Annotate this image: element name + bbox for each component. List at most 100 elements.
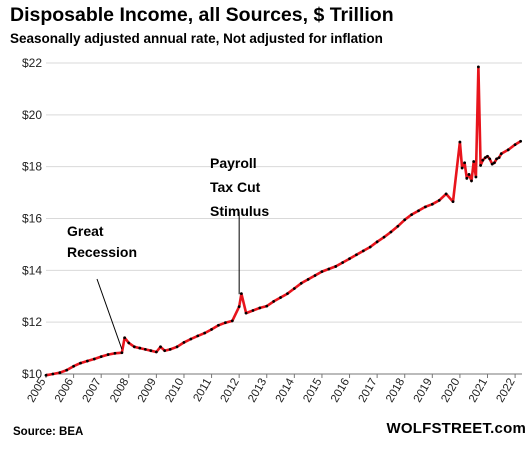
annotation-pointer: [96, 278, 123, 350]
data-point: [292, 287, 296, 290]
y-tick-label: $20: [22, 108, 42, 122]
data-point: [85, 359, 89, 363]
x-tick-label: 2011: [191, 377, 214, 404]
x-tick-label: 2013: [246, 377, 269, 405]
data-point: [299, 281, 303, 285]
data-point: [327, 267, 331, 271]
data-point: [437, 198, 441, 202]
annotation-payroll-tax-cut: Stimulus: [210, 203, 269, 219]
y-tick-label: $16: [22, 212, 42, 226]
y-tick-label: $22: [22, 56, 42, 70]
data-point: [472, 160, 476, 163]
data-point: [348, 257, 351, 261]
data-point: [44, 373, 48, 377]
data-point: [251, 309, 255, 312]
data-point: [230, 319, 234, 323]
x-tick-label: 2009: [136, 377, 159, 405]
data-point: [154, 350, 158, 354]
data-point: [58, 371, 62, 375]
data-point: [244, 311, 248, 315]
brand-watermark: WOLFSTREET.com: [386, 420, 526, 437]
y-tick-label: $10: [22, 367, 42, 381]
data-point: [460, 166, 464, 170]
data-point: [382, 235, 386, 239]
y-tick-label: $18: [22, 160, 42, 174]
x-tick-label: 2019: [412, 377, 435, 405]
data-point: [79, 361, 82, 365]
x-tick-label: 2008: [108, 377, 131, 405]
x-tick-label: 2017: [357, 377, 380, 405]
data-point: [120, 351, 124, 355]
y-tick-label: $14: [22, 263, 42, 277]
data-point: [265, 304, 269, 308]
annotation-payroll-tax-cut: Payroll: [210, 155, 257, 171]
data-point: [451, 200, 455, 204]
data-point: [223, 321, 227, 325]
annotation-payroll-tax-cut: Tax Cut: [210, 179, 261, 195]
data-point: [458, 140, 462, 144]
data-point: [410, 213, 414, 217]
data-point: [99, 355, 103, 359]
chart-subtitle: Seasonally adjusted annual rate, Not adj…: [10, 31, 383, 46]
data-point: [355, 253, 358, 257]
data-point: [506, 148, 510, 152]
data-point: [499, 152, 503, 156]
x-tick-label: 2021: [467, 376, 490, 404]
data-point: [143, 347, 147, 351]
data-point: [490, 162, 494, 166]
x-tick-label: 2020: [439, 377, 462, 405]
data-point: [493, 161, 496, 165]
data-point: [396, 224, 400, 228]
data-point: [483, 156, 487, 159]
data-point: [417, 209, 420, 213]
data-point: [138, 346, 142, 350]
chart-title: Disposable Income, all Sources, $ Trilli…: [10, 4, 394, 26]
data-point: [341, 261, 345, 264]
data-point: [389, 230, 393, 234]
data-point: [424, 205, 427, 209]
data-point: [258, 306, 262, 310]
x-tick-label: 2010: [163, 377, 186, 405]
x-tick-label: 2007: [81, 377, 104, 405]
data-point: [430, 202, 434, 206]
data-point: [163, 349, 167, 353]
annotation-great-recession: Recession: [67, 244, 137, 260]
data-point: [334, 265, 338, 268]
data-point: [149, 349, 153, 353]
data-point: [488, 157, 492, 161]
data-point: [132, 345, 136, 349]
data-point: [168, 347, 172, 351]
data-point: [279, 296, 282, 299]
data-point: [467, 173, 471, 176]
x-tick-label: 2018: [384, 377, 407, 405]
data-point: [470, 179, 473, 183]
series-line: [45, 65, 522, 377]
x-tick-label: 2015: [301, 377, 324, 405]
data-point: [286, 292, 289, 296]
data-point: [210, 328, 213, 331]
data-point: [237, 305, 241, 309]
data-point: [106, 353, 110, 356]
data-point: [495, 157, 499, 161]
data-point: [486, 154, 489, 158]
data-point: [92, 357, 96, 361]
data-point: [127, 341, 131, 345]
data-point: [217, 323, 220, 327]
data-point: [272, 300, 276, 303]
source-note: Source: BEA: [13, 426, 84, 438]
data-point: [196, 334, 200, 338]
data-point: [72, 364, 75, 368]
data-point: [465, 176, 469, 180]
data-point: [403, 218, 407, 222]
x-tick-label: 2014: [274, 376, 297, 405]
data-point: [474, 175, 478, 179]
x-tick-label: 2006: [53, 377, 76, 405]
data-point: [463, 161, 467, 165]
data-point: [519, 139, 523, 143]
x-tick-label: 2012: [219, 377, 242, 405]
data-point: [65, 368, 69, 372]
data-point: [368, 245, 372, 249]
x-tick-label: 2016: [329, 377, 352, 405]
data-point: [313, 274, 317, 277]
